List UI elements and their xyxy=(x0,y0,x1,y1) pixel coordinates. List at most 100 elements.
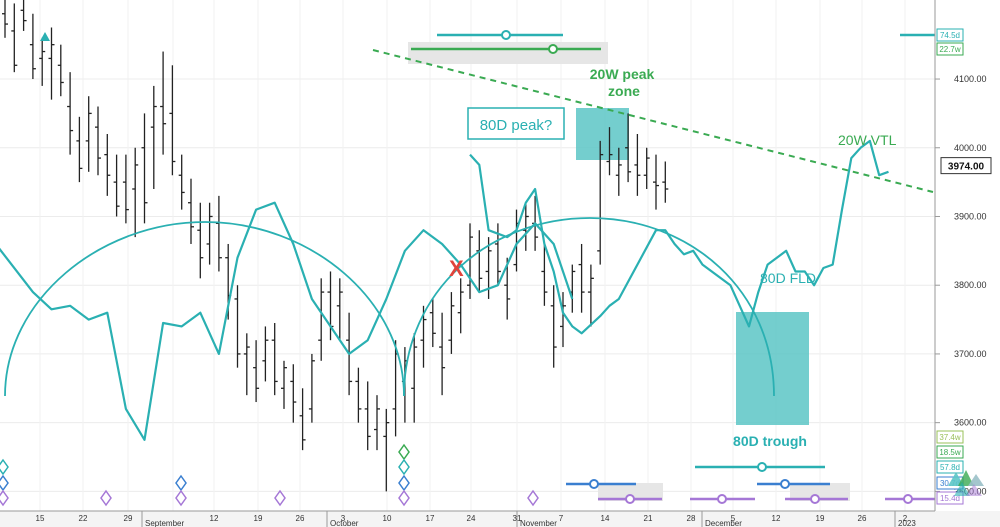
ohlc-bar xyxy=(85,96,92,172)
ohlc-bar xyxy=(634,134,641,196)
grid xyxy=(0,0,935,512)
ohlc-bar xyxy=(48,27,55,100)
x-month-label: 2023 xyxy=(898,519,916,527)
cycle-badge xyxy=(936,445,964,459)
y-tick-label: 3900.00 xyxy=(954,211,987,221)
cycle-diamond-icon xyxy=(0,489,9,507)
x-month-label: October xyxy=(330,519,359,527)
cycle-badge-label: 18.5w xyxy=(939,448,961,457)
ohlc-bar xyxy=(411,333,418,423)
ohlc-bar xyxy=(2,0,8,38)
cycle-diamond-icon xyxy=(527,489,539,507)
ohlc-bar xyxy=(439,312,446,396)
series-line-1 xyxy=(0,201,574,441)
ohlc-bar xyxy=(448,292,455,354)
x-tick-label: 26 xyxy=(296,514,305,523)
x-tick-label: 22 xyxy=(79,514,88,523)
ohlc-bar xyxy=(113,154,120,217)
top-teal-dot xyxy=(501,30,511,40)
x-tick-label: 19 xyxy=(816,514,825,523)
cycle-diamond-icon xyxy=(175,474,187,492)
y-tick-label: 3600.00 xyxy=(954,418,987,428)
ohlc-bar xyxy=(643,147,650,189)
cross-mark: X xyxy=(449,256,464,281)
ohlc-bar xyxy=(271,323,278,396)
cycle-badge-label: 74.5d xyxy=(940,31,960,40)
ohlc-bar xyxy=(188,178,194,244)
ohlc-bar xyxy=(374,395,380,451)
peak-zone-label-line1: 20W peak xyxy=(590,66,655,82)
x-tick-label: 28 xyxy=(687,514,696,523)
cycle-badge-label: 37.4w xyxy=(939,433,961,442)
x-month-label: November xyxy=(520,519,557,527)
last-price-box xyxy=(940,157,992,175)
ohlc-bar xyxy=(615,147,622,196)
cycle-diamonds xyxy=(0,443,539,507)
ohlc-bar xyxy=(67,72,74,155)
x-tick-label: 14 xyxy=(601,514,610,523)
cycle-badge xyxy=(936,28,964,42)
ohlc-bar xyxy=(420,305,427,368)
cycle-diamond-icon xyxy=(398,474,410,492)
ohlc-bar xyxy=(76,116,83,183)
ohlc-bar xyxy=(653,154,659,210)
ohlc-bar xyxy=(457,278,464,334)
ohlc-bar xyxy=(29,13,36,80)
ohlc-bar xyxy=(234,285,241,368)
ohlc-bar xyxy=(429,298,436,348)
x-tick-label: 17 xyxy=(426,514,435,523)
ohlc-bar xyxy=(169,65,176,176)
peak-question-box xyxy=(467,107,565,140)
ohlc-bar xyxy=(308,353,315,423)
teal-triangle-icon xyxy=(40,32,50,41)
ohlc-bar xyxy=(625,113,632,183)
ohlc-bar xyxy=(290,364,297,423)
ohlc-bar xyxy=(122,154,129,224)
ohlc-bar xyxy=(587,264,594,327)
cycle-diamond-icon xyxy=(398,443,410,461)
ohlc-bar xyxy=(132,147,139,238)
y-tick-label: 3700.00 xyxy=(954,349,987,359)
x-tick-label: 26 xyxy=(858,514,867,523)
ohlc-bar xyxy=(281,360,287,409)
vtl-line xyxy=(372,49,934,193)
bottom-blue-dot-2 xyxy=(780,479,790,489)
ohlc-bar xyxy=(160,51,167,155)
x-tick-label: 21 xyxy=(644,514,653,523)
ohlc-bar xyxy=(299,388,306,451)
x-tick-label: 12 xyxy=(772,514,781,523)
cycle-badge-label: 15.4d xyxy=(940,494,960,503)
ohlc-bar xyxy=(11,3,18,73)
ohlc-bar xyxy=(243,333,250,396)
cycle-diamond-icon xyxy=(100,489,112,507)
ohlc-bars xyxy=(2,0,669,492)
ohlc-bar xyxy=(476,230,483,293)
ohlc-bar xyxy=(20,0,27,31)
x-tick-label: 3 xyxy=(341,514,346,523)
ohlc-bar xyxy=(560,292,566,348)
ohlc-bar xyxy=(504,257,511,320)
marks-background xyxy=(408,42,809,425)
ohlc-bar xyxy=(578,243,585,313)
fld-label: 80D FLD xyxy=(760,270,816,286)
x-tick-label: 2 xyxy=(903,514,908,523)
fld-arc-right xyxy=(403,217,775,397)
cycle-diamond-icon xyxy=(0,458,9,476)
cycle-badge xyxy=(936,42,964,56)
ohlc-bar xyxy=(141,113,148,224)
peak-zone-label-line2: zone xyxy=(608,83,640,99)
last-price-label: 3974.00 xyxy=(948,162,985,173)
ohlc-bar xyxy=(197,202,204,279)
y-tick-label: 3800.00 xyxy=(954,280,987,290)
x-tick-label: 10 xyxy=(383,514,392,523)
cycle-diamond-icon xyxy=(274,489,286,507)
x-tick-label: 24 xyxy=(467,514,476,523)
bottom-teal-dot xyxy=(757,462,767,472)
cycle-badge-label: 22.7w xyxy=(939,45,961,54)
ohlc-bar xyxy=(662,161,669,203)
series-lines xyxy=(0,139,889,441)
ohlc-bar xyxy=(597,140,604,265)
